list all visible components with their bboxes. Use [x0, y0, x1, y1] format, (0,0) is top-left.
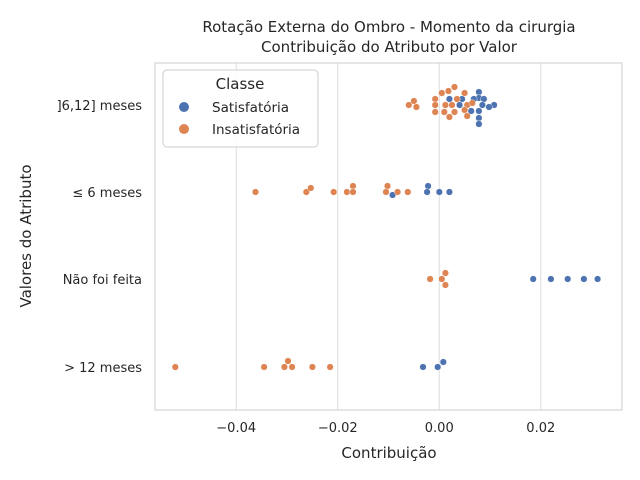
point-insatisfatoria	[441, 101, 449, 109]
point-insatisfatoria	[441, 269, 449, 277]
point-insatisfatoria	[384, 182, 392, 190]
point-satisfatoria	[564, 275, 572, 283]
point-insatisfatoria	[451, 108, 459, 116]
point-insatisfatoria	[438, 275, 446, 283]
point-insatisfatoria	[426, 275, 434, 283]
x-tick-label: 0.02	[526, 421, 555, 436]
point-insatisfatoria	[251, 188, 259, 196]
point-insatisfatoria	[444, 87, 452, 95]
point-satisfatoria	[478, 101, 486, 109]
point-satisfatoria	[580, 275, 588, 283]
point-insatisfatoria	[284, 357, 292, 365]
point-satisfatoria	[475, 88, 483, 96]
y-tick-label: > 12 meses	[64, 361, 142, 376]
y-axis-label: Valores do Atributo	[17, 164, 35, 307]
point-satisfatoria	[475, 114, 483, 122]
point-insatisfatoria	[431, 101, 439, 109]
y-tick-label: ]6,12] meses	[57, 99, 143, 114]
point-insatisfatoria	[171, 363, 179, 371]
point-insatisfatoria	[302, 188, 310, 196]
point-insatisfatoria	[445, 113, 453, 121]
point-satisfatoria	[445, 188, 453, 196]
point-insatisfatoria	[453, 95, 461, 103]
point-satisfatoria	[419, 363, 427, 371]
plot-frame	[154, 62, 623, 411]
point-insatisfatoria	[288, 363, 296, 371]
x-tick-label: 0.00	[425, 421, 454, 436]
point-satisfatoria	[475, 107, 483, 115]
point-insatisfatoria	[461, 89, 469, 97]
chart-subtitle: Contribuição do Atributo por Valor	[261, 38, 518, 56]
point-insatisfatoria	[280, 363, 288, 371]
point-insatisfatoria	[410, 97, 418, 105]
point-insatisfatoria	[463, 112, 471, 120]
point-satisfatoria	[423, 188, 431, 196]
point-satisfatoria	[529, 275, 537, 283]
point-insatisfatoria	[404, 188, 412, 196]
point-insatisfatoria	[343, 188, 351, 196]
x-tick-labels: −0.04 −0.02 0.00 0.02	[216, 421, 555, 436]
point-insatisfatoria	[307, 184, 315, 192]
point-insatisfatoria	[330, 188, 338, 196]
legend-label-insatisfatoria: Insatisfatória	[212, 122, 300, 138]
chart-title: Rotação Externa do Ombro - Momento da ci…	[202, 18, 575, 36]
x-tick-label: −0.04	[216, 421, 256, 436]
legend-label-satisfatoria: Satisfatória	[212, 100, 289, 116]
point-insatisfatoria	[441, 281, 449, 289]
point-insatisfatoria	[440, 108, 448, 116]
point-insatisfatoria	[412, 103, 420, 111]
legend-marker-insatisfatoria	[179, 124, 189, 134]
point-insatisfatoria	[349, 188, 357, 196]
point-insatisfatoria	[382, 188, 390, 196]
point-insatisfatoria	[448, 101, 456, 109]
point-insatisfatoria	[431, 108, 439, 116]
point-satisfatoria	[434, 363, 442, 371]
legend: Classe Satisfatória Insatisfatória	[162, 69, 319, 148]
point-satisfatoria	[480, 95, 488, 103]
point-insatisfatoria	[451, 83, 459, 91]
point-insatisfatoria	[438, 89, 446, 97]
point-insatisfatoria	[461, 106, 469, 114]
x-tick-label: −0.02	[318, 421, 358, 436]
point-satisfatoria	[485, 103, 493, 111]
legend-marker-satisfatoria	[179, 102, 189, 112]
point-insatisfatoria	[260, 363, 268, 371]
point-satisfatoria	[456, 101, 464, 109]
point-insatisfatoria	[394, 188, 402, 196]
point-insatisfatoria	[349, 182, 357, 190]
point-satisfatoria	[547, 275, 555, 283]
point-insatisfatoria	[468, 99, 476, 107]
point-satisfatoria	[439, 358, 447, 366]
legend-box	[162, 69, 319, 148]
point-insatisfatoria	[308, 363, 316, 371]
legend-title: Classe	[216, 75, 265, 93]
point-satisfatoria	[435, 188, 443, 196]
y-tick-label: Não foi feita	[63, 273, 142, 288]
point-satisfatoria	[445, 95, 453, 103]
point-satisfatoria	[594, 275, 602, 283]
x-axis-label: Contribuição	[341, 444, 436, 462]
y-tick-labels: ]6,12] meses ≤ 6 meses Não foi feita > 12 m…	[57, 99, 143, 376]
point-satisfatoria	[475, 120, 483, 128]
point-satisfatoria	[424, 182, 432, 190]
point-insatisfatoria	[431, 95, 439, 103]
y-tick-label: ≤ 6 meses	[72, 186, 142, 201]
point-insatisfatoria	[326, 363, 334, 371]
data-points	[171, 83, 602, 371]
point-insatisfatoria	[405, 101, 413, 109]
